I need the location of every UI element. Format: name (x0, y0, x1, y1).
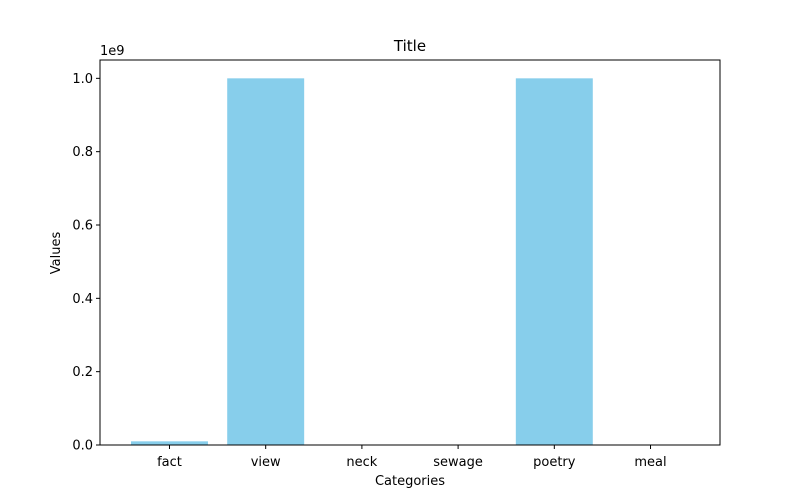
plot-frame (99, 59, 721, 446)
y-tick-label: 1.0 (72, 72, 93, 87)
x-tick-label: meal (634, 455, 666, 470)
x-tick-label: poetry (533, 455, 576, 470)
x-axis-label: Categories (375, 474, 445, 489)
y-tick-label: 0.4 (72, 292, 93, 307)
chart-title: Title (393, 37, 426, 55)
bar-fact (131, 441, 208, 445)
y-tick-label: 0.2 (72, 365, 93, 380)
y-axis-label: Values (49, 232, 64, 275)
y-tick-label: 0.0 (72, 439, 93, 454)
bar-view (227, 78, 305, 445)
x-tick-label: neck (346, 455, 377, 470)
bars-layer (131, 78, 593, 445)
x-tick-label: sewage (433, 455, 483, 470)
y-axis-ticks: 0.0 0.2 0.4 0.6 0.8 1.0 (72, 72, 100, 454)
y-axis-scale-label: 1e9 (100, 44, 125, 59)
x-tick-label: fact (157, 455, 182, 470)
y-tick-label: 0.8 (72, 145, 93, 160)
bar-poetry (515, 78, 593, 445)
x-tick-label: view (251, 455, 281, 470)
y-tick-label: 0.6 (72, 219, 93, 234)
x-axis-ticks: fact view neck sewage poetry meal (157, 445, 667, 470)
